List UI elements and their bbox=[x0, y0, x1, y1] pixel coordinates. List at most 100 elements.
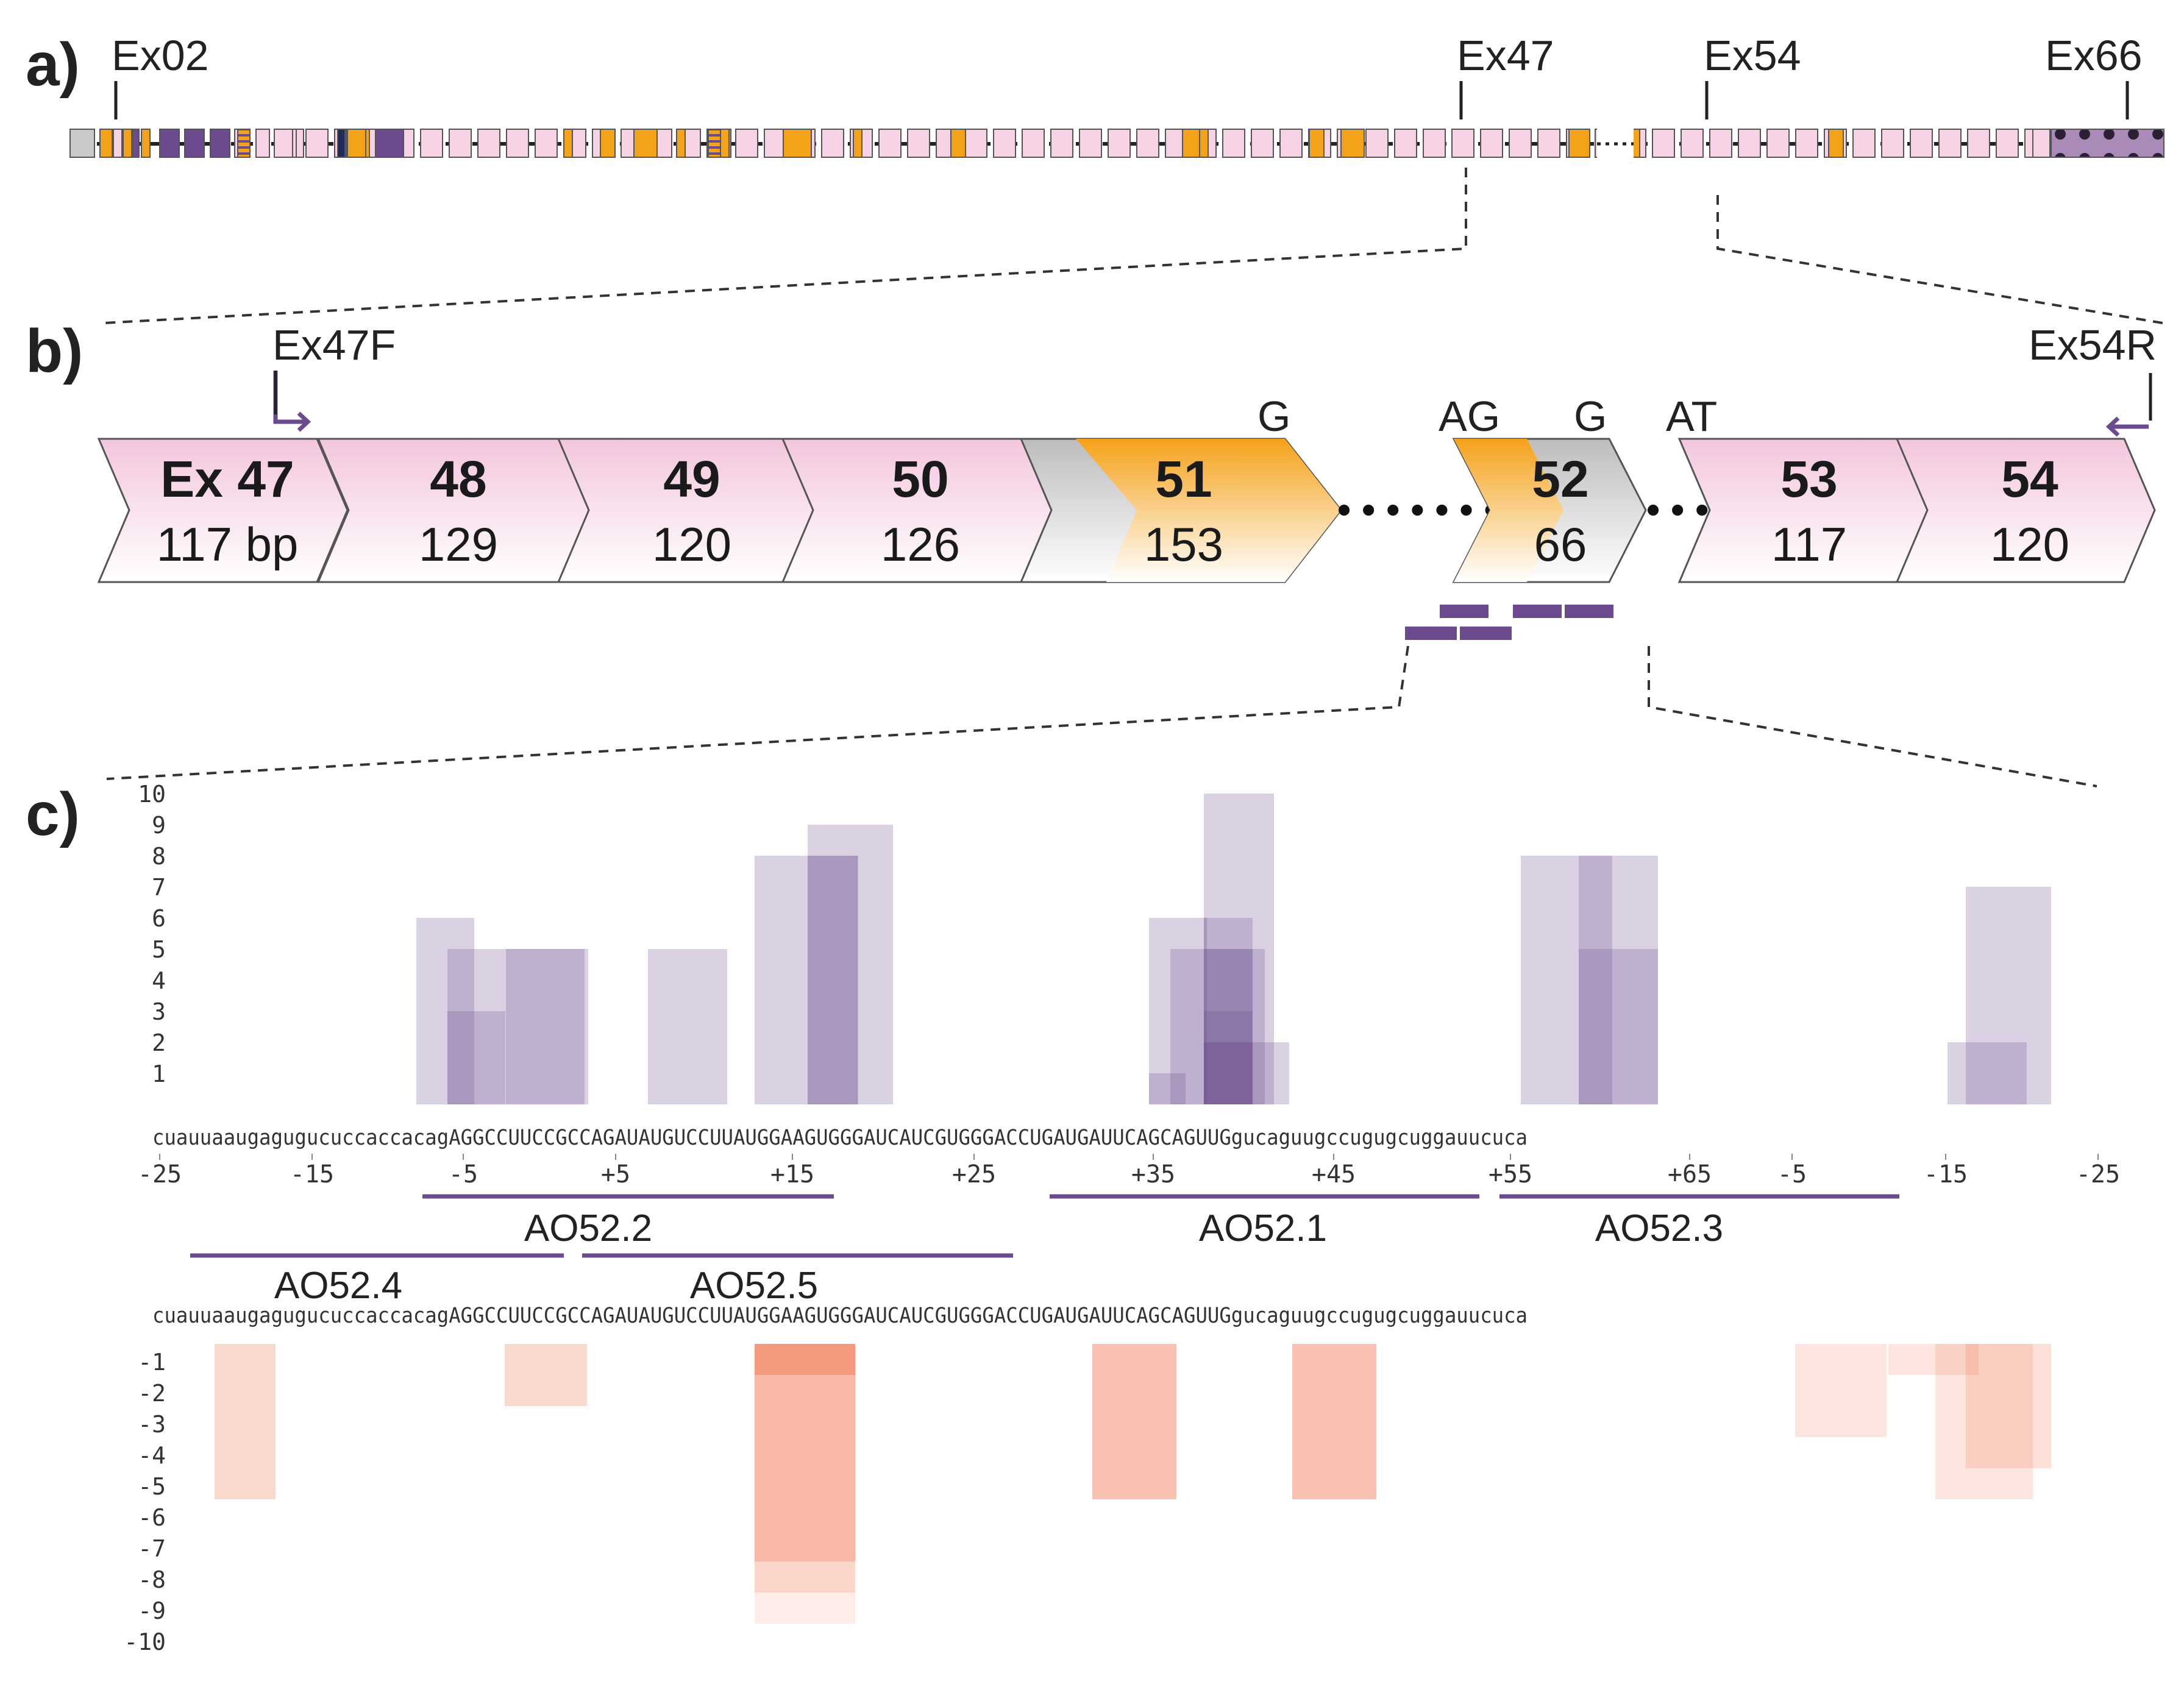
exon-box bbox=[708, 129, 721, 158]
panel-b-label: b) bbox=[26, 317, 83, 385]
y-axis-bottom: -1 -2 -3 -4 -5 -6 -7 -8 -9 -10 bbox=[124, 1349, 166, 1655]
position-tick-label: -5 bbox=[1777, 1160, 1807, 1188]
marker-ex66-label: Ex66 bbox=[2045, 32, 2143, 79]
ao-52-5-label: AO52.5 bbox=[690, 1265, 818, 1307]
ao-bar-5 bbox=[1460, 627, 1512, 640]
y-bottom-tick-label: -6 bbox=[138, 1504, 166, 1531]
position-tick-label: +35 bbox=[1131, 1160, 1175, 1188]
exon-box bbox=[1022, 129, 1045, 158]
exon-box bbox=[950, 129, 966, 158]
exon-52: 52 66 bbox=[1452, 438, 1647, 583]
ao-bar-2 bbox=[1513, 605, 1562, 618]
enhancer-bar bbox=[755, 856, 858, 1104]
exon-box bbox=[783, 129, 812, 158]
exon-box bbox=[477, 129, 500, 158]
exon-box bbox=[1795, 129, 1818, 158]
exon-53-length: 117 bbox=[1771, 517, 1847, 571]
exon-box bbox=[337, 129, 346, 158]
exon-47-id: Ex 47 bbox=[160, 450, 294, 508]
exon-52-id: 52 bbox=[1532, 450, 1588, 508]
silencer-bar bbox=[755, 1344, 855, 1561]
zoom-line-right-b bbox=[1648, 646, 2097, 787]
site-label-ag-52: AG bbox=[1439, 393, 1500, 440]
site-label-g-52: G bbox=[1574, 393, 1607, 440]
exon-51-id: 51 bbox=[1155, 450, 1212, 508]
ao-bar-1 bbox=[1440, 605, 1489, 618]
exon-box bbox=[821, 129, 844, 158]
y-top-tick-label: 2 bbox=[152, 1029, 166, 1056]
exon-box bbox=[735, 129, 758, 158]
panel-a-label: a) bbox=[26, 30, 80, 99]
zoom-line-right-a bbox=[1716, 195, 2163, 324]
exon-box bbox=[99, 129, 113, 158]
silencer-bar bbox=[505, 1344, 587, 1406]
exon-box bbox=[907, 129, 930, 158]
primer-forward-label: Ex47F bbox=[272, 321, 396, 369]
silencer-bar bbox=[755, 1344, 855, 1624]
exon-box bbox=[1309, 129, 1325, 158]
exon-box bbox=[1709, 129, 1732, 158]
ao-52-4-label: AO52.4 bbox=[274, 1265, 402, 1307]
y-bottom-tick-label: -5 bbox=[138, 1473, 166, 1500]
exon-51-length: 153 bbox=[1144, 517, 1223, 571]
exon-box bbox=[600, 129, 616, 158]
position-tick-label: -15 bbox=[1924, 1160, 1968, 1188]
exon-53-id: 53 bbox=[1780, 450, 1837, 508]
silencer-bars bbox=[215, 1344, 2051, 1624]
exon-box bbox=[274, 129, 293, 158]
y-bottom-tick-label: -10 bbox=[124, 1629, 166, 1655]
position-tick-label: +45 bbox=[1312, 1160, 1356, 1188]
exon-box bbox=[1766, 129, 1790, 158]
exon-box bbox=[1881, 129, 1904, 158]
panel-c-label: c) bbox=[26, 780, 80, 848]
exon-box bbox=[1738, 129, 1761, 158]
exon-54: 54 120 bbox=[1895, 438, 2156, 583]
y-top-tick-label: 8 bbox=[152, 843, 166, 870]
y-top-tick-label: 6 bbox=[152, 905, 166, 932]
exon-box bbox=[347, 129, 366, 158]
y-bottom-tick-label: -9 bbox=[138, 1597, 166, 1624]
enhancer-bar bbox=[1521, 856, 1612, 1104]
zoom-line-left-a bbox=[103, 168, 1467, 324]
enhancer-bar bbox=[1204, 1042, 1253, 1104]
y-axis-top: 10 9 8 7 6 5 4 3 2 1 bbox=[138, 781, 166, 1087]
exon-box bbox=[633, 129, 658, 158]
zoom-line-left-b bbox=[106, 645, 1409, 780]
y-top-tick-label: 7 bbox=[152, 874, 166, 901]
exon-box bbox=[141, 129, 151, 158]
exon-51: 51 153 bbox=[1019, 438, 1342, 583]
enhancer-bar bbox=[1947, 1042, 2027, 1104]
exon-box bbox=[1340, 129, 1365, 158]
primer-reverse-label: Ex54R bbox=[2029, 321, 2157, 369]
position-tick-label: +25 bbox=[952, 1160, 996, 1188]
exon-box bbox=[1451, 129, 1474, 158]
position-tick-label: -5 bbox=[449, 1160, 478, 1188]
exon-box bbox=[1136, 129, 1159, 158]
enhancer-bar bbox=[1149, 918, 1207, 1104]
sequence-top: cuauuaaugagugucuccaccacagAGGCCUUCCGCCAGA… bbox=[152, 1126, 1528, 1150]
exon-box bbox=[506, 129, 529, 158]
silencer-bar bbox=[1935, 1344, 2033, 1499]
exon-48-length: 129 bbox=[419, 517, 498, 571]
exon-box bbox=[1910, 129, 1933, 158]
ao-52-1: AO52.1 bbox=[1050, 1194, 1479, 1249]
exon-box bbox=[1852, 129, 1876, 158]
exon-53: 53 117 bbox=[1677, 438, 1932, 583]
position-tick-label: -25 bbox=[138, 1160, 182, 1188]
enhancer-bar bbox=[1204, 1042, 1289, 1104]
exon-54-length: 120 bbox=[1990, 517, 2069, 571]
exon-box bbox=[113, 129, 123, 158]
primer-forward-arrow bbox=[273, 371, 311, 432]
exon-box bbox=[1423, 129, 1446, 158]
exon-48-id: 48 bbox=[430, 450, 486, 508]
exon-49-id: 49 bbox=[663, 450, 720, 508]
exon-box bbox=[159, 129, 180, 158]
ao-52-2: AO52.2 bbox=[422, 1194, 834, 1249]
enhancer-bar bbox=[808, 825, 893, 1104]
exon-box bbox=[563, 129, 573, 158]
enhancer-bar bbox=[1170, 949, 1265, 1104]
exon-box bbox=[184, 129, 205, 158]
exon-box bbox=[420, 129, 443, 158]
ao-52-2-label: AO52.2 bbox=[524, 1207, 652, 1249]
